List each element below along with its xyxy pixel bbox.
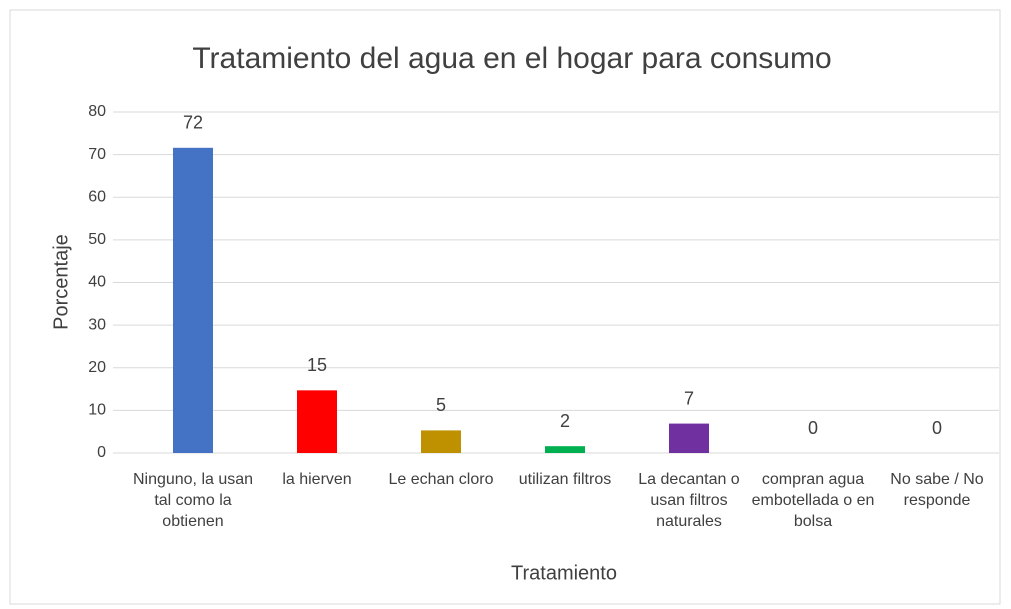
y-tick-label: 80 xyxy=(88,103,106,120)
x-tick-label: utilizan filtros xyxy=(518,471,612,488)
x-axis-title: Tratamiento xyxy=(511,562,617,584)
data-label: 72 xyxy=(183,113,203,133)
x-tick-label: Le echan cloro xyxy=(388,471,494,488)
y-tick-label: 40 xyxy=(88,274,106,291)
data-label: 0 xyxy=(808,418,818,438)
data-label: 5 xyxy=(436,395,446,415)
bar xyxy=(173,147,213,453)
y-tick-label: 30 xyxy=(88,316,106,333)
chart-title: Tratamiento del agua en el hogar para co… xyxy=(192,42,831,75)
bar xyxy=(297,390,337,453)
y-tick-label: 60 xyxy=(88,188,106,205)
x-tick-label: compran agua embotellada o en bolsa xyxy=(751,471,875,530)
x-tick-label: la hierven xyxy=(282,471,352,488)
data-label: 15 xyxy=(307,355,327,375)
bar xyxy=(669,423,709,453)
data-label: 2 xyxy=(560,411,570,431)
x-tick-label: La decantan o usan filtros naturales xyxy=(638,471,740,530)
y-axis-title: Porcentaje xyxy=(50,234,72,330)
y-tick-label: 70 xyxy=(88,146,106,163)
x-tick-label: No sabe / No responde xyxy=(890,471,984,509)
x-tick-label: Ninguno, la usan tal como la obtienen xyxy=(132,471,254,530)
data-label: 7 xyxy=(684,388,694,408)
y-tick-label: 0 xyxy=(97,444,106,461)
bar xyxy=(545,446,585,453)
bar xyxy=(421,430,461,453)
y-tick-label: 20 xyxy=(88,359,106,376)
data-label: 0 xyxy=(932,418,942,438)
y-tick-label: 10 xyxy=(88,402,106,419)
y-tick-label: 50 xyxy=(88,231,106,248)
